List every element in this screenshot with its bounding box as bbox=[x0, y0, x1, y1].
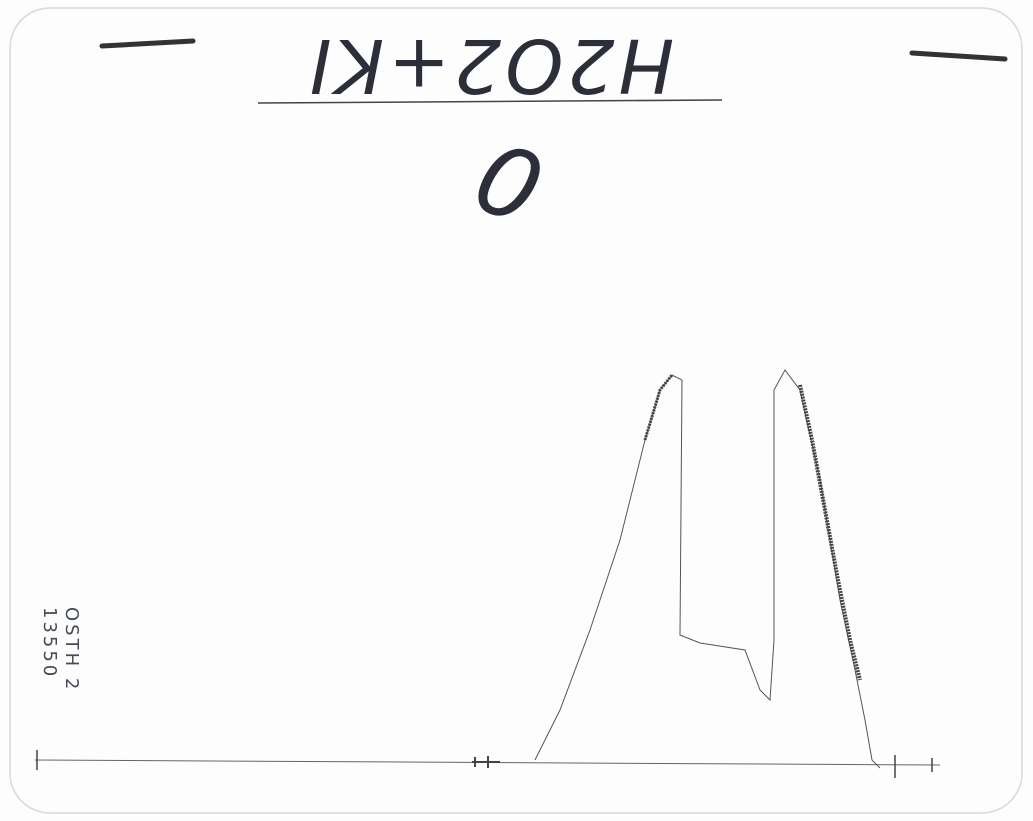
side-note-line: OSTH 2 bbox=[60, 607, 82, 747]
trace-noise bbox=[800, 385, 860, 680]
side-note-line: 13550 bbox=[38, 607, 60, 747]
dash-left bbox=[102, 41, 193, 46]
trace bbox=[535, 370, 880, 768]
handwritten-title: H2O2+KI bbox=[250, 18, 730, 108]
trace-noise bbox=[645, 375, 672, 440]
scanned-card: H2O2+KI 0 OSTH 2 13550 bbox=[0, 0, 1033, 821]
noise-mark bbox=[472, 756, 500, 768]
side-note: OSTH 2 13550 bbox=[38, 607, 82, 747]
card-drawing bbox=[0, 0, 1033, 821]
dash-right bbox=[912, 53, 1005, 59]
